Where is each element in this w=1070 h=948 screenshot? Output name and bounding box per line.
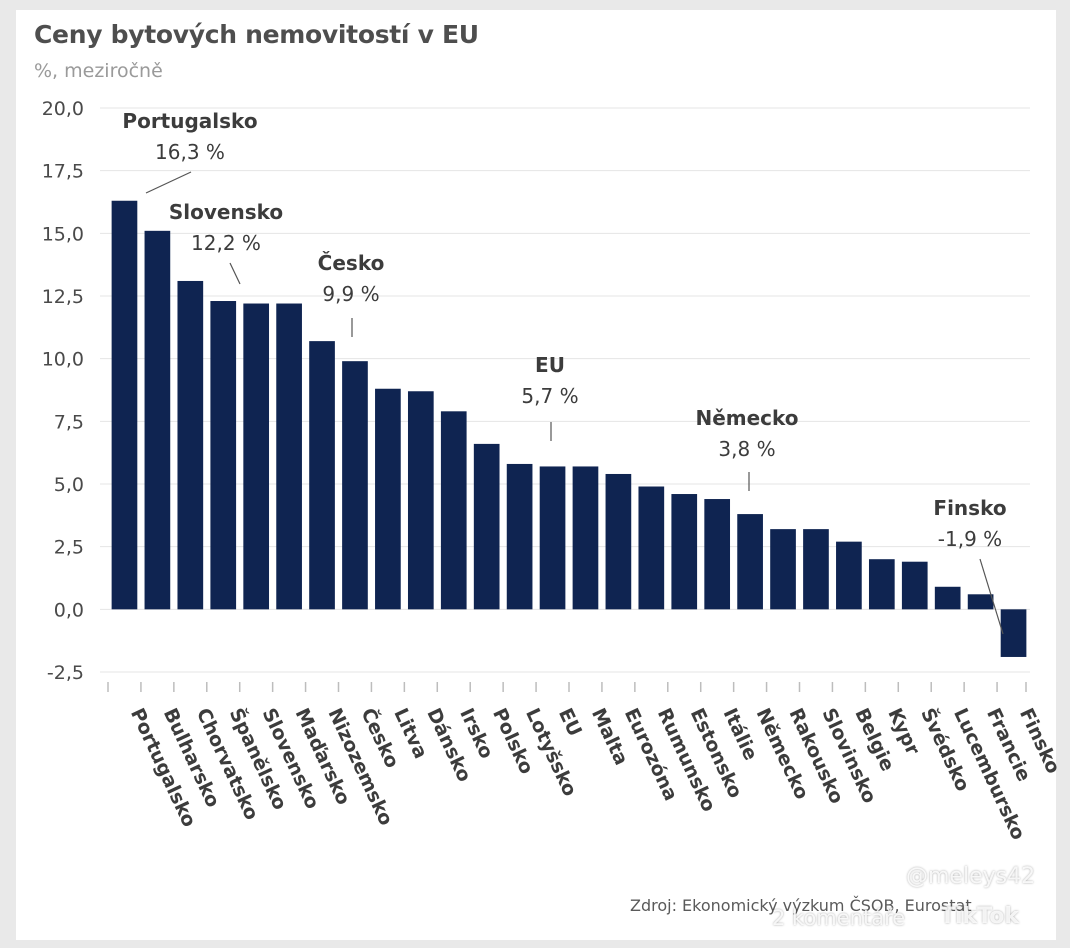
y-tick-label: 12,5 — [42, 286, 84, 308]
bar — [572, 466, 599, 610]
annotations: Portugalsko 16,3 % Slovensko 12,2 % Česko 9,9… — [122, 109, 1007, 635]
bar — [868, 559, 895, 610]
bar — [375, 388, 401, 610]
bar — [539, 466, 566, 610]
bar — [704, 499, 731, 610]
bar — [638, 486, 665, 610]
bar — [309, 341, 335, 610]
annotation-value: 12,2 % — [191, 231, 261, 255]
watermark-brand: TikTok — [940, 904, 1020, 929]
x-axis: PortugalskoBulharskoChorvatskoŠpanělskoS… — [107, 682, 1064, 843]
bar — [901, 561, 928, 610]
annotation-value: 9,9 % — [322, 282, 379, 306]
y-tick-label: 7,5 — [54, 411, 84, 433]
y-tick-label: 2,5 — [54, 537, 84, 559]
annotation-leader — [979, 558, 1004, 635]
y-axis-ticks: 20,0 17,5 15,0 12,5 10,0 7,5 5,0 2,5 0,0 -2,5 — [42, 98, 84, 684]
annotation-name: Finsko — [933, 496, 1006, 520]
annotation-value: -1,9 % — [938, 527, 1002, 551]
bar — [737, 514, 763, 610]
annotation-name: Portugalsko — [122, 109, 257, 133]
bar — [407, 391, 434, 610]
annotation-value: 16,3 % — [155, 140, 225, 164]
bar — [803, 529, 829, 610]
bar — [210, 301, 237, 610]
y-tick-label: 5,0 — [54, 474, 84, 496]
source-note: Zdroj: Ekonomický výzkum ČSOB, Eurostat — [630, 896, 972, 915]
bar — [506, 463, 533, 610]
bars — [111, 200, 1027, 657]
y-tick-label: 15,0 — [42, 223, 84, 245]
bar — [440, 411, 467, 610]
annotation-name: Česko — [318, 251, 385, 275]
bar — [605, 473, 632, 610]
annotation-value: 3,8 % — [718, 437, 775, 461]
annotation-name: EU — [535, 353, 565, 377]
chart-subtitle: %, meziročně — [34, 60, 163, 82]
y-tick-label: 10,0 — [42, 349, 84, 371]
y-tick-label: 0,0 — [54, 599, 84, 621]
watermark-handle: @meleys42 — [906, 864, 1036, 889]
annotation-name: Slovensko — [169, 200, 283, 224]
bar — [177, 280, 204, 610]
bar — [342, 361, 368, 610]
annotation-leader — [229, 262, 241, 285]
chart-title: Ceny bytových nemovitostí v EU — [34, 20, 479, 49]
bar — [934, 586, 961, 610]
bar — [243, 303, 270, 610]
x-tick-label: EU — [554, 705, 586, 740]
y-tick-label: 17,5 — [42, 161, 84, 183]
bar — [473, 443, 500, 610]
watermark-comments: 2 komentáře — [772, 906, 906, 930]
bar — [144, 230, 171, 610]
bar — [1000, 609, 1027, 657]
y-tick-label: 20,0 — [42, 98, 84, 120]
bar — [770, 529, 796, 610]
y-tick-label: -2,5 — [47, 662, 84, 684]
bar — [836, 541, 862, 610]
annotation-name: Německo — [695, 406, 798, 430]
bar — [111, 200, 138, 610]
bar — [276, 303, 302, 610]
bar — [967, 594, 994, 610]
annotation-leader — [145, 171, 192, 194]
bar — [671, 494, 698, 610]
annotation-value: 5,7 % — [521, 384, 578, 408]
